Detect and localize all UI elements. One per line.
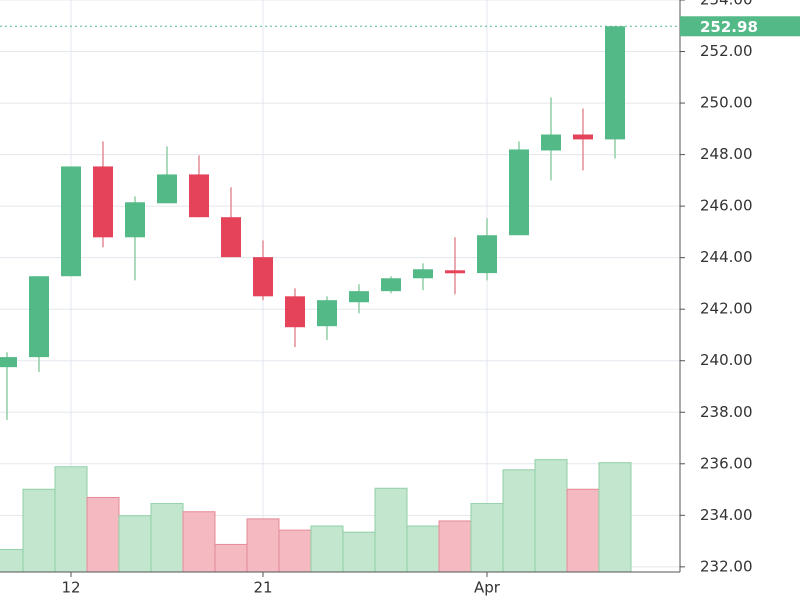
y-tick-label: 236.00 bbox=[700, 454, 753, 472]
candle-body bbox=[445, 270, 465, 274]
last-price-label: 252.98 bbox=[700, 18, 758, 36]
volume-bar bbox=[406, 525, 440, 573]
candle-body bbox=[509, 149, 529, 236]
y-tick-label: 248.00 bbox=[700, 145, 753, 163]
candle-body bbox=[125, 202, 145, 238]
candle-body bbox=[573, 134, 593, 140]
y-tick-label: 252.00 bbox=[700, 42, 753, 60]
candle-body bbox=[221, 217, 241, 258]
candle-body bbox=[317, 300, 337, 327]
volume-bar bbox=[598, 462, 632, 573]
candle-body bbox=[61, 166, 81, 277]
volume-bar bbox=[374, 487, 408, 573]
candle-body bbox=[285, 296, 305, 328]
y-tick-label: 232.00 bbox=[700, 557, 753, 575]
candle-body bbox=[29, 276, 49, 358]
candle-body bbox=[93, 166, 113, 238]
volume-bar bbox=[534, 459, 568, 573]
volume-bar bbox=[150, 503, 184, 573]
candle-body bbox=[349, 291, 369, 303]
volume-bar bbox=[182, 511, 216, 573]
y-tick-label: 234.00 bbox=[700, 506, 753, 524]
y-tick-label: 254.00 bbox=[700, 0, 753, 9]
candle-body bbox=[189, 174, 209, 218]
x-tick-label: 12 bbox=[61, 579, 80, 597]
last-price-tag bbox=[680, 16, 800, 37]
x-tick-label: 21 bbox=[253, 579, 272, 597]
candle-body bbox=[253, 257, 273, 297]
volume-bar bbox=[246, 518, 280, 573]
candle-body bbox=[541, 134, 561, 151]
volume-bar bbox=[470, 503, 504, 573]
volume-bar bbox=[22, 488, 56, 573]
volume-bar bbox=[54, 466, 88, 573]
volume-bar bbox=[502, 469, 536, 573]
y-tick-label: 240.00 bbox=[700, 351, 753, 369]
x-tick-label: Apr bbox=[474, 579, 501, 597]
volume-bar bbox=[0, 549, 24, 573]
y-tick-label: 246.00 bbox=[700, 197, 753, 215]
volume-bar bbox=[214, 543, 248, 573]
candle-body bbox=[0, 357, 17, 368]
volume-bar bbox=[310, 525, 344, 573]
candle-body bbox=[477, 235, 497, 274]
volume-bar bbox=[342, 531, 376, 573]
volume-bar bbox=[566, 488, 600, 573]
plot-area bbox=[0, 26, 632, 573]
candle-body bbox=[157, 174, 177, 204]
volume-bar bbox=[118, 515, 152, 573]
y-tick-label: 238.00 bbox=[700, 403, 753, 421]
volume-bar bbox=[438, 520, 472, 573]
volume-bar bbox=[86, 496, 120, 573]
y-tick-label: 242.00 bbox=[700, 300, 753, 318]
candle-body bbox=[381, 278, 401, 292]
volume-bar bbox=[278, 529, 312, 573]
candle-body bbox=[605, 26, 625, 140]
candle-body bbox=[413, 269, 433, 279]
y-tick-label: 244.00 bbox=[700, 248, 753, 266]
y-tick-label: 250.00 bbox=[700, 94, 753, 112]
